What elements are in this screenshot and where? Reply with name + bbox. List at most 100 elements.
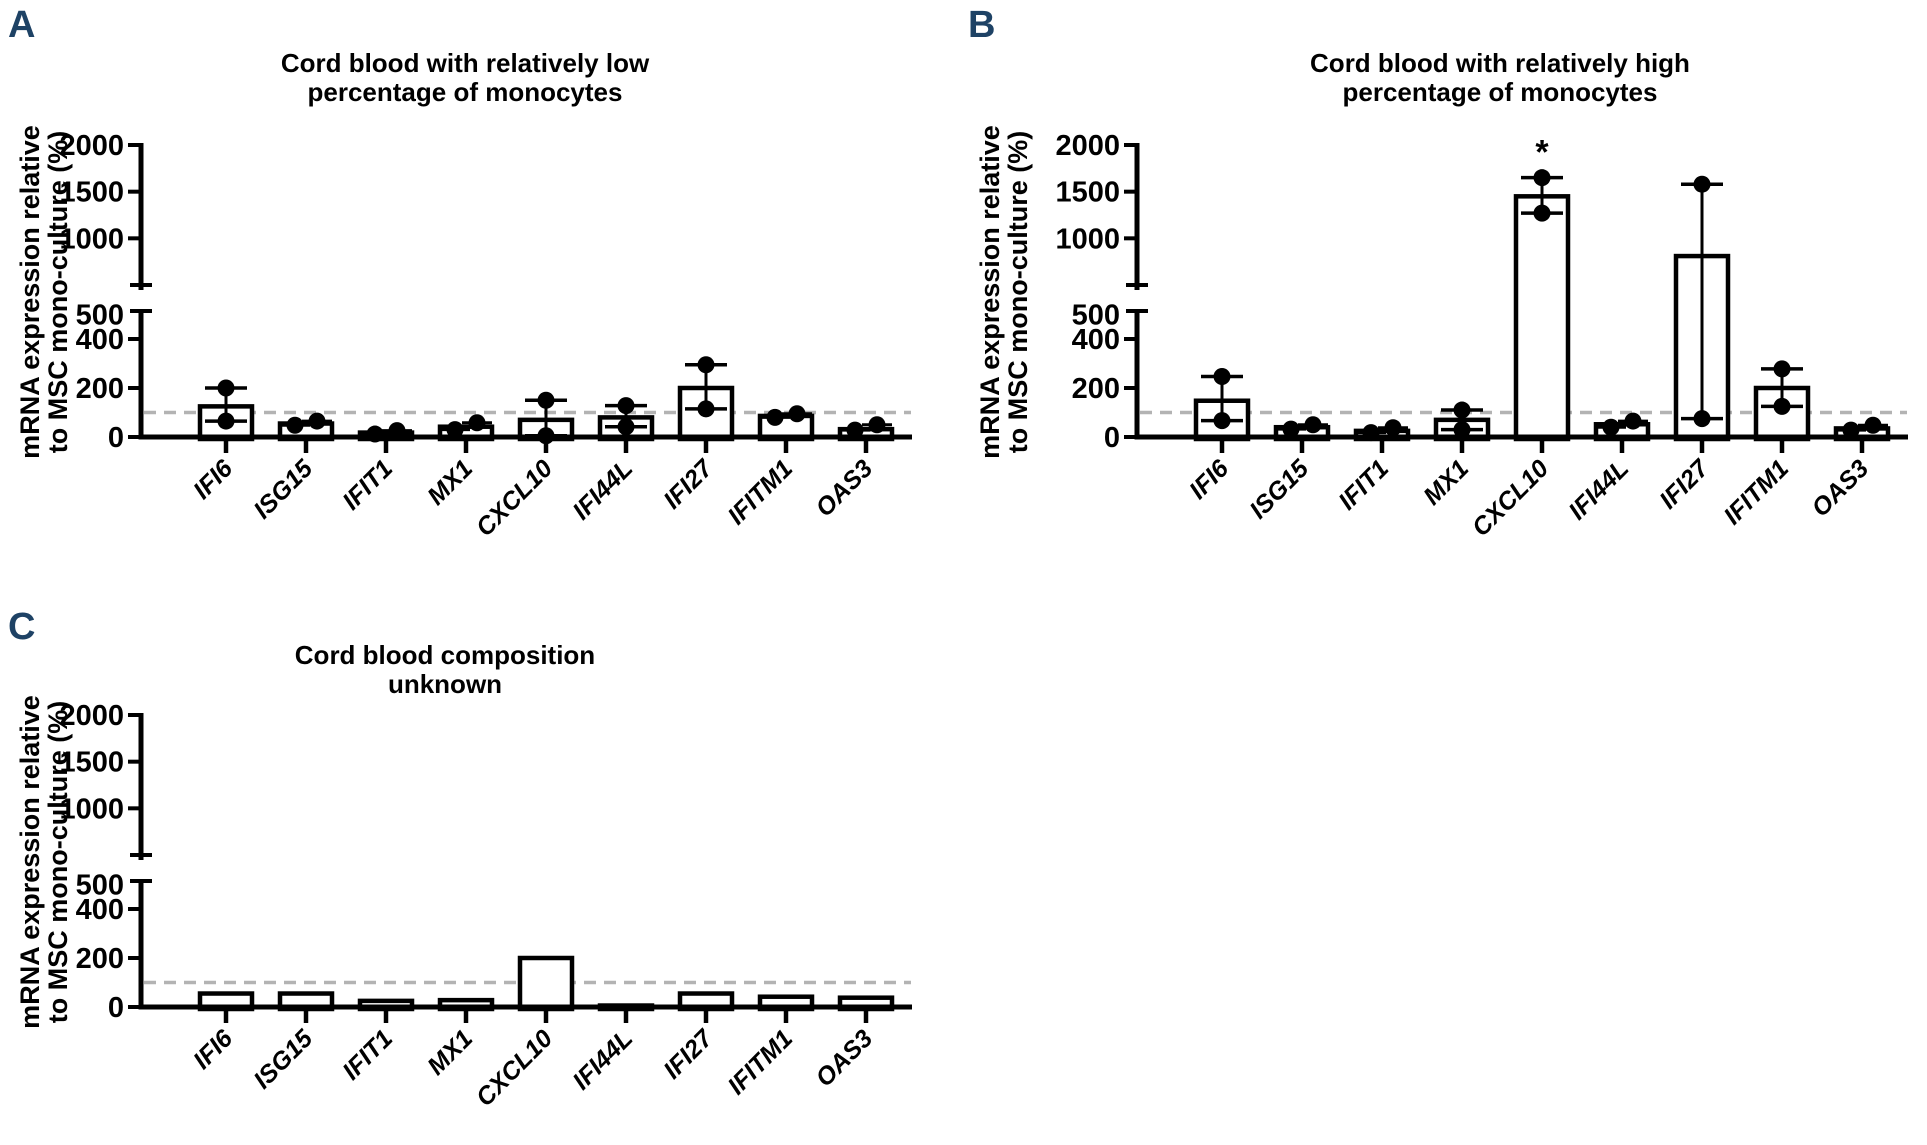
svg-text:CXCL10: CXCL10 [471, 1024, 559, 1112]
datapoints-CXCL10 [525, 391, 567, 445]
datapoints-ISG15 [280, 412, 332, 434]
x-label-IFI44L: IFI44L [567, 1024, 638, 1095]
svg-text:IFI6: IFI6 [1184, 454, 1235, 505]
x-label-IFI27: IFI27 [1654, 454, 1715, 515]
panel-a-chart: Cord blood with relatively lowpercentage… [15, 48, 912, 542]
x-label-IFI27: IFI27 [658, 1024, 719, 1085]
svg-text:to MSC mono-culture (%): to MSC mono-culture (%) [43, 701, 73, 1023]
svg-text:CXCL10: CXCL10 [471, 454, 559, 542]
svg-text:OAS3: OAS3 [810, 1024, 878, 1092]
chart-title-line: percentage of monocytes [308, 77, 623, 107]
x-label-ISG15: ISG15 [1244, 454, 1315, 525]
x-label-IFI6: IFI6 [1184, 454, 1235, 505]
x-label-OAS3: OAS3 [810, 1024, 878, 1092]
svg-text:IFI27: IFI27 [658, 1024, 719, 1085]
chart-title-line: unknown [388, 669, 502, 699]
panel-b-chart: Cord blood with relatively highpercentag… [975, 48, 1908, 542]
datapoints-OAS3 [840, 416, 892, 439]
svg-text:IFITM1: IFITM1 [1718, 454, 1794, 530]
svg-text:IFI6: IFI6 [188, 454, 239, 505]
datapoints-IFIT1 [360, 422, 412, 443]
svg-text:ISG15: ISG15 [248, 1024, 319, 1095]
y-tick-label: 2000 [1055, 130, 1120, 162]
y-tick-label: 1500 [59, 747, 124, 779]
panel-a: A Cord blood with relatively low percenta… [0, 0, 960, 575]
svg-text:to MSC mono-culture (%): to MSC mono-culture (%) [43, 131, 73, 453]
x-label-IFI44L: IFI44L [567, 454, 638, 525]
datapoints-MX1 [440, 414, 492, 439]
panel-c-letter: C [8, 606, 36, 648]
y-tick-label: 2000 [59, 130, 124, 162]
datapoints-IFI27 [1681, 175, 1723, 428]
datapoints-OAS3 [1836, 416, 1888, 439]
datapoints-IFITM1 [760, 405, 812, 426]
x-label-ISG15: ISG15 [248, 454, 319, 525]
y-tick-label: 500 [76, 300, 124, 332]
svg-text:ISG15: ISG15 [248, 454, 319, 525]
svg-text:IFIT1: IFIT1 [337, 1024, 398, 1085]
y-tick-label: 1500 [59, 177, 124, 209]
svg-text:IFITM1: IFITM1 [722, 1024, 798, 1100]
datapoints-MX1 [1441, 401, 1483, 439]
x-label-IFI6: IFI6 [188, 454, 239, 505]
y-tick-label: 500 [1072, 300, 1120, 332]
y-tick-label: 2000 [59, 700, 124, 732]
y-tick-label: 200 [1072, 373, 1120, 405]
svg-text:IFI6: IFI6 [188, 1024, 239, 1075]
x-label-IFIT1: IFIT1 [337, 1024, 398, 1085]
svg-text:IFI44L: IFI44L [567, 454, 638, 525]
svg-text:IFI44L: IFI44L [1563, 454, 1634, 525]
panel-c: C Cord blood composition unknown mRNA expr… [0, 570, 960, 1145]
datapoints-IFITM1 [1761, 360, 1803, 415]
svg-text:MX1: MX1 [422, 454, 478, 510]
x-label-MX1: MX1 [422, 1024, 478, 1080]
bar-CXCL10 [1513, 194, 1571, 442]
x-label-IFI44L: IFI44L [1563, 454, 1634, 525]
svg-text:ISG15: ISG15 [1244, 454, 1315, 525]
y-tick-label: 0 [108, 992, 124, 1024]
svg-text:IFI44L: IFI44L [567, 1024, 638, 1095]
x-label-IFI6: IFI6 [188, 1024, 239, 1075]
y-tick-label: 400 [1072, 324, 1120, 356]
svg-text:IFIT1: IFIT1 [337, 454, 398, 515]
svg-text:mRNA expression relative: mRNA expression relative [15, 125, 45, 459]
x-label-IFITM1: IFITM1 [722, 1024, 798, 1100]
x-label-MX1: MX1 [422, 454, 478, 510]
x-label-IFIT1: IFIT1 [1333, 454, 1394, 515]
svg-text:OAS3: OAS3 [1806, 454, 1874, 522]
y-tick-label: 400 [76, 324, 124, 356]
svg-text:MX1: MX1 [1418, 454, 1474, 510]
x-label-IFITM1: IFITM1 [722, 454, 798, 530]
y-tick-label: 500 [76, 870, 124, 902]
significance-star: * [1535, 134, 1549, 172]
x-label-CXCL10: CXCL10 [471, 454, 559, 542]
svg-text:mRNA expression relative: mRNA expression relative [975, 125, 1005, 459]
svg-text:IFITM1: IFITM1 [722, 454, 798, 530]
datapoints-IFI6 [205, 379, 247, 430]
y-tick-label: 400 [76, 894, 124, 926]
svg-text:OAS3: OAS3 [810, 454, 878, 522]
datapoints-IFI44L [605, 397, 647, 436]
svg-text:to MSC mono-culture (%): to MSC mono-culture (%) [1003, 131, 1033, 453]
y-tick-label: 0 [108, 422, 124, 454]
datapoints-IFI6 [1201, 367, 1243, 430]
datapoints-IFI27 [685, 356, 727, 418]
datapoints-ISG15 [1276, 416, 1328, 438]
x-label-ISG15: ISG15 [248, 1024, 319, 1095]
panel-b: B Cord blood with relatively high percent… [960, 0, 1927, 575]
panel-b-letter: B [968, 4, 996, 46]
y-tick-label: 200 [76, 373, 124, 405]
svg-text:mRNA expression relative: mRNA expression relative [15, 695, 45, 1029]
datapoints-IFI44L [1596, 412, 1648, 436]
datapoints-CXCL10 [1521, 169, 1563, 222]
x-label-OAS3: OAS3 [810, 454, 878, 522]
y-tick-label: 1500 [1055, 177, 1120, 209]
x-label-IFITM1: IFITM1 [1718, 454, 1794, 530]
svg-text:IFI27: IFI27 [658, 454, 719, 515]
y-tick-label: 0 [1104, 422, 1120, 454]
x-label-IFI27: IFI27 [658, 454, 719, 515]
x-label-MX1: MX1 [1418, 454, 1474, 510]
chart-title-line: Cord blood composition [295, 640, 595, 670]
